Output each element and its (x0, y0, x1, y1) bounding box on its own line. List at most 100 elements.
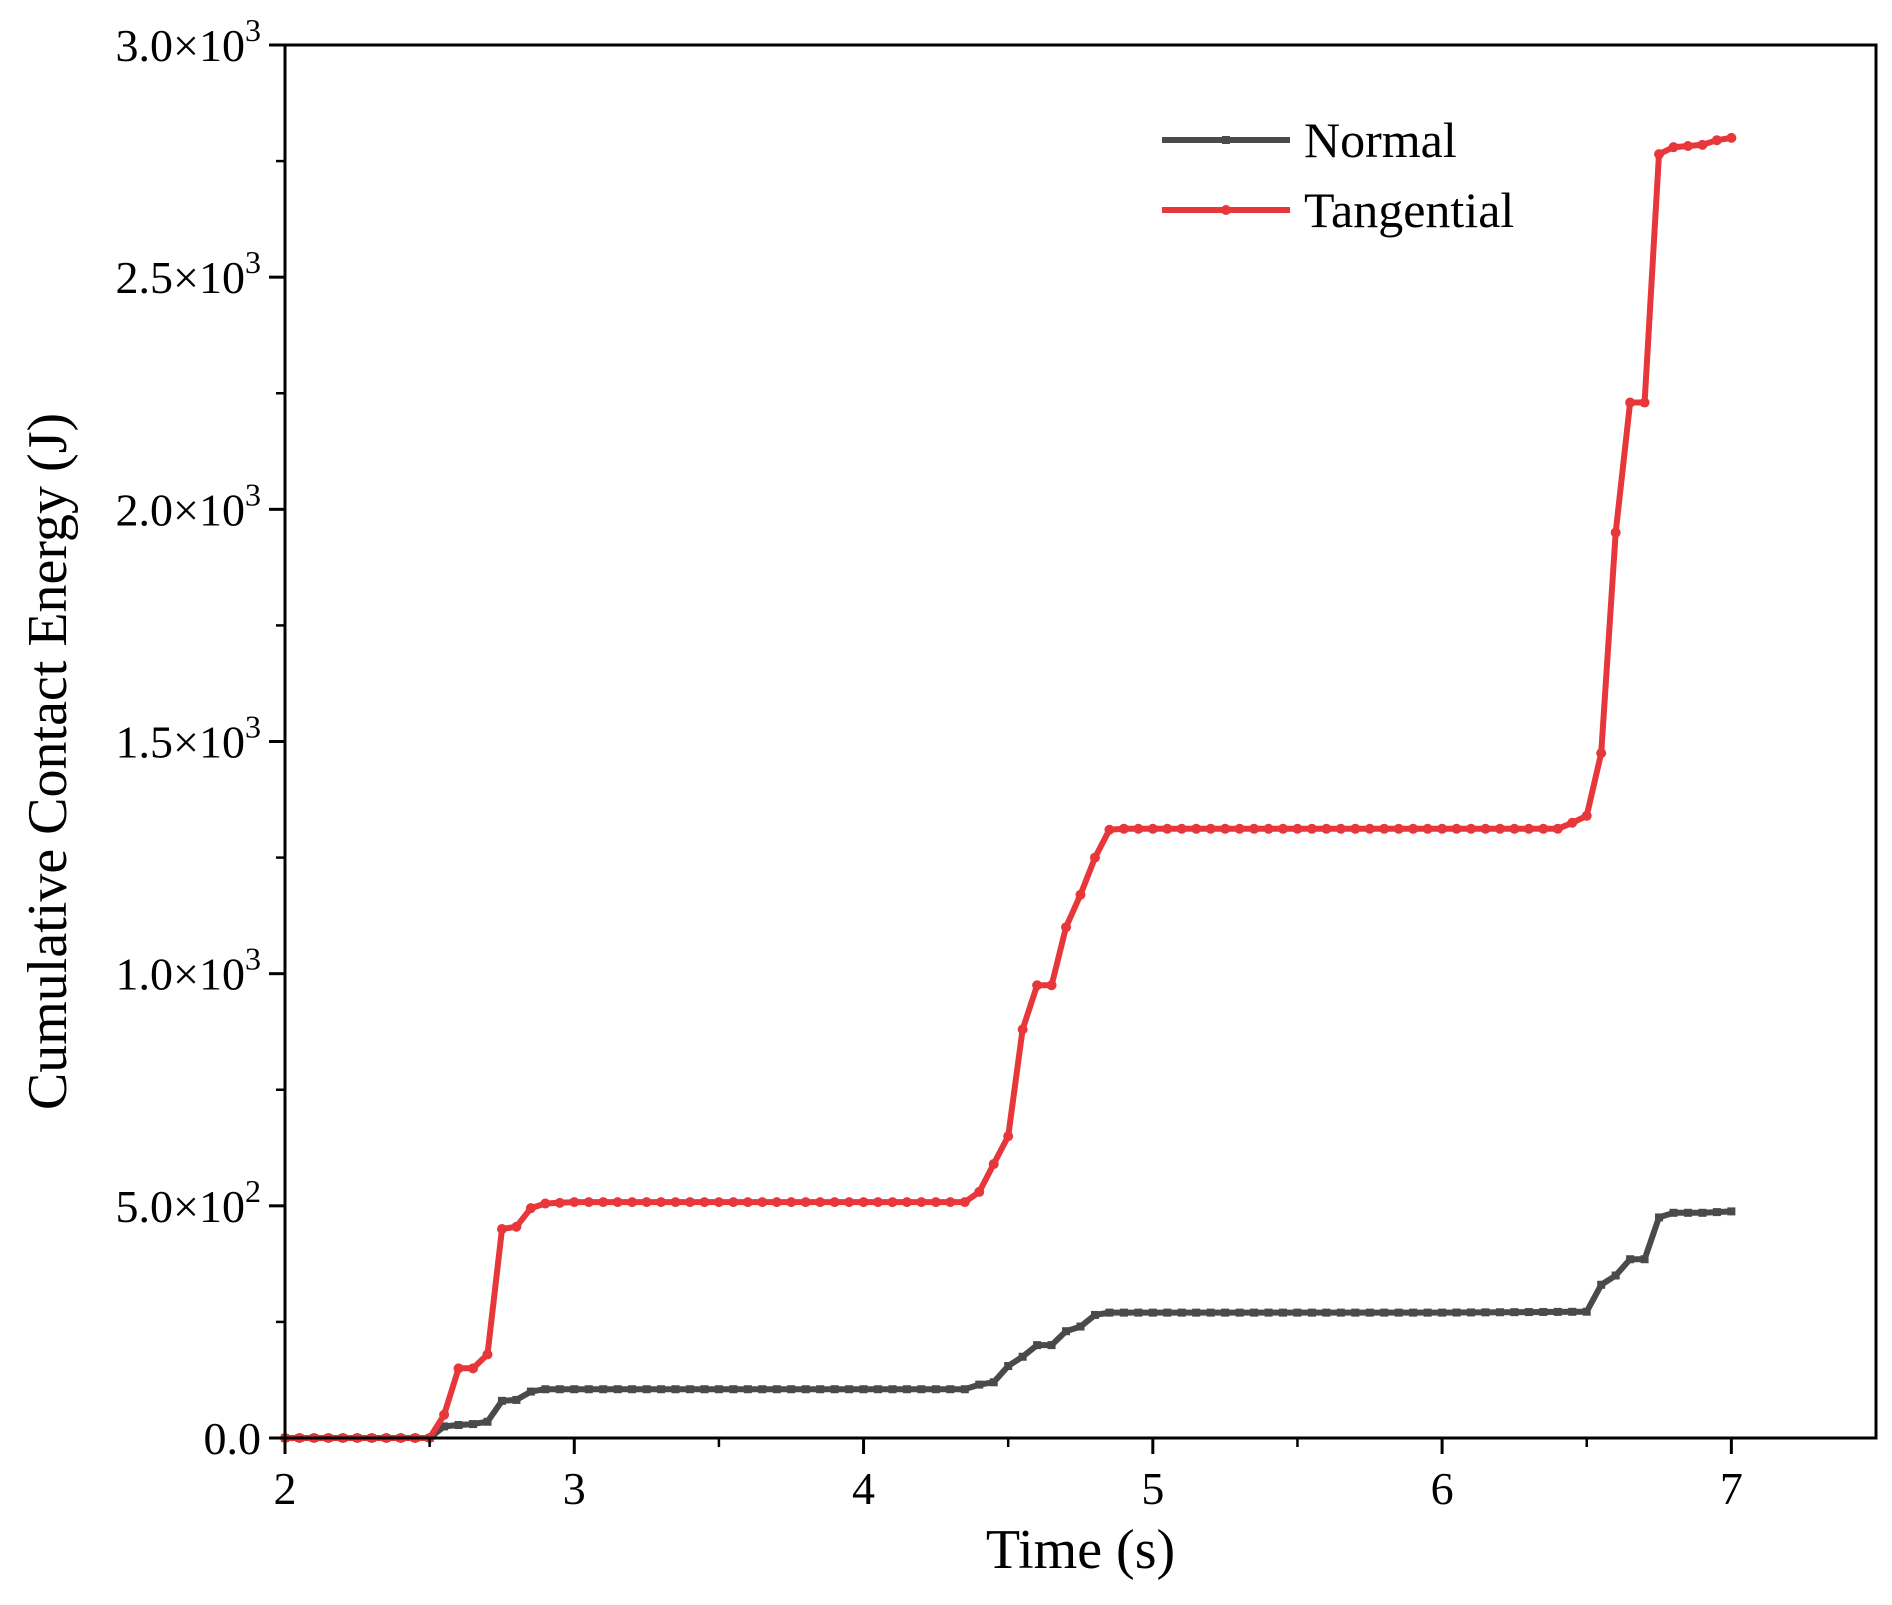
plot-frame (283, 43, 1878, 1440)
y-tick-label: 3.0×103 (116, 12, 261, 71)
data-point (1205, 823, 1216, 834)
data-point (670, 1197, 681, 1208)
series-normal (281, 1207, 1736, 1442)
data-point (1033, 1341, 1042, 1350)
data-point (1364, 823, 1375, 834)
data-point (1466, 823, 1477, 834)
data-point (1524, 1308, 1533, 1317)
data-point (1568, 1307, 1577, 1316)
data-point (1610, 527, 1621, 538)
data-point (1581, 810, 1592, 821)
data-point (1148, 1308, 1157, 1317)
data-point (1061, 922, 1072, 933)
data-point (974, 1186, 985, 1197)
data-point (1552, 823, 1563, 834)
data-point (931, 1385, 940, 1394)
data-point (1307, 1308, 1316, 1317)
data-point (453, 1363, 464, 1374)
data-point (901, 1197, 912, 1208)
data-point (554, 1197, 565, 1208)
data-point (1292, 823, 1303, 834)
data-point (1712, 1208, 1721, 1217)
data-point (916, 1197, 927, 1208)
data-point (829, 1197, 840, 1208)
data-point (1437, 823, 1448, 834)
data-point (1119, 1308, 1128, 1317)
data-point (959, 1197, 970, 1208)
data-point (1393, 823, 1404, 834)
data-point (729, 1385, 738, 1394)
data-point (1177, 1308, 1186, 1317)
data-point (1611, 1271, 1620, 1280)
data-point (1147, 823, 1158, 834)
data-point (657, 1385, 666, 1394)
data-point (1335, 823, 1346, 834)
data-point (1626, 1255, 1635, 1264)
y-tick-label: 0.0 (204, 1413, 262, 1464)
data-point (786, 1197, 797, 1208)
data-point (873, 1197, 884, 1208)
data-point (714, 1385, 723, 1394)
data-point (772, 1385, 781, 1394)
data-point (583, 1197, 594, 1208)
data-point (1698, 1208, 1707, 1217)
data-point (1523, 823, 1534, 834)
data-point (1422, 823, 1433, 834)
data-point (1221, 1308, 1230, 1317)
data-point (1654, 149, 1665, 160)
data-point (628, 1385, 637, 1394)
x-tick-label: 3 (563, 1463, 586, 1514)
data-point (975, 1380, 984, 1389)
data-point (1075, 889, 1086, 900)
data-point (1191, 823, 1202, 834)
data-point (1480, 823, 1491, 834)
data-point (1640, 1255, 1649, 1264)
data-point (1494, 823, 1505, 834)
data-point (526, 1387, 535, 1396)
data-point (1220, 823, 1231, 834)
legend: Normal Tangential (1162, 112, 1514, 238)
data-point (684, 1197, 695, 1208)
data-point (801, 1385, 810, 1394)
data-point (1597, 1280, 1606, 1289)
data-point (1104, 824, 1115, 835)
axis-ticks: 2 3 4 5 6 7 0.0 5.0×102 1.0×103 1.5×103 2.0×103 2.5… (116, 12, 1743, 1514)
legend-item-tangential: Tangential (1162, 182, 1514, 238)
data-point (1582, 1307, 1591, 1316)
data-point (483, 1417, 492, 1426)
data-point (1351, 1308, 1360, 1317)
data-point (858, 1197, 869, 1208)
data-point (902, 1385, 911, 1394)
x-axis-title: Time (s) (986, 1519, 1175, 1581)
data-point (930, 1197, 941, 1208)
data-point (1004, 1362, 1013, 1371)
data-point (1032, 980, 1043, 991)
plot-marks (280, 132, 1737, 1443)
data-point (1249, 823, 1260, 834)
data-point (569, 1197, 580, 1208)
data-point (598, 1197, 609, 1208)
data-point (1046, 980, 1057, 991)
x-tick-label: 2 (274, 1463, 297, 1514)
data-point (1277, 823, 1288, 834)
x-tick-label: 7 (1720, 1463, 1743, 1514)
data-point (1076, 1322, 1085, 1331)
data-point (641, 1197, 652, 1208)
data-point (1423, 1308, 1432, 1317)
data-point (1481, 1308, 1490, 1317)
data-point (945, 1197, 956, 1208)
data-point (1321, 823, 1332, 834)
data-point (713, 1197, 724, 1208)
data-point (1409, 1308, 1418, 1317)
data-point (642, 1385, 651, 1394)
data-point (742, 1197, 753, 1208)
series-line-tangential (285, 134, 1732, 1441)
data-point (1017, 1024, 1028, 1035)
data-point (1003, 1131, 1014, 1142)
data-point (1495, 1308, 1504, 1317)
data-point (525, 1203, 536, 1214)
data-point (1134, 1308, 1143, 1317)
data-point (482, 1349, 493, 1360)
data-point (859, 1385, 868, 1394)
